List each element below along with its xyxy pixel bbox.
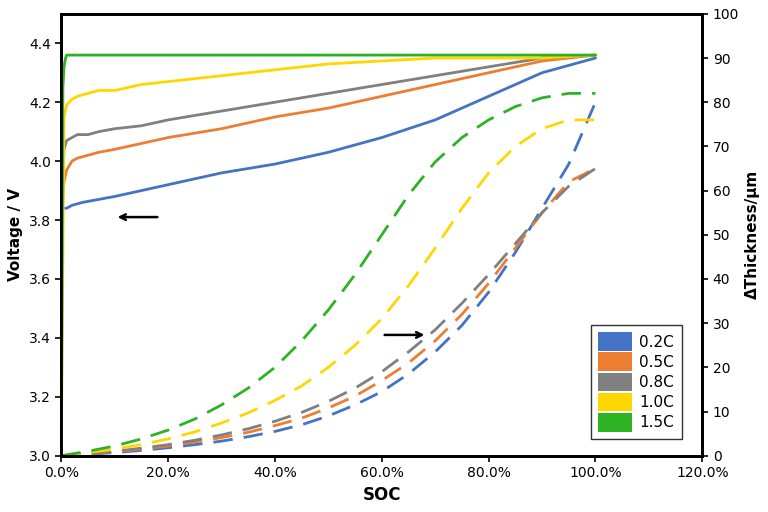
X-axis label: SOC: SOC bbox=[362, 486, 401, 504]
Legend: 0.2C, 0.5C, 0.8C, 1.0C, 1.5C: 0.2C, 0.5C, 0.8C, 1.0C, 1.5C bbox=[591, 325, 682, 439]
Y-axis label: Voltage / V: Voltage / V bbox=[8, 188, 23, 281]
Y-axis label: ΔThickness/µm: ΔThickness/µm bbox=[745, 170, 760, 300]
